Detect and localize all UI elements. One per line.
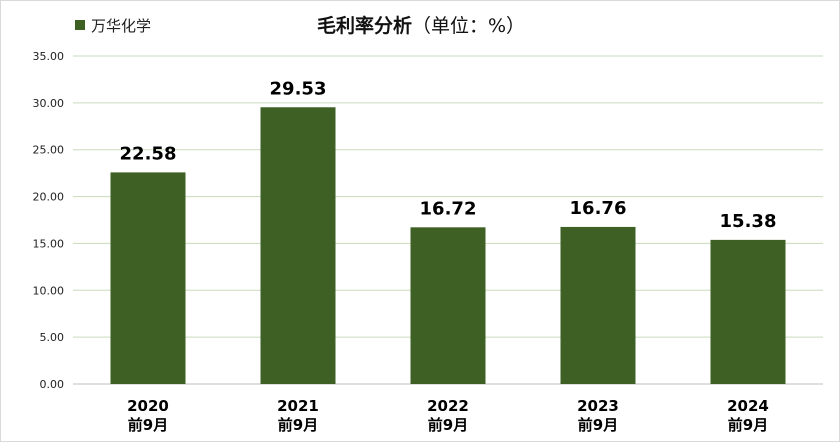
data-label: 16.76 — [570, 198, 627, 219]
y-tick-label: 30.00 — [33, 97, 65, 110]
y-tick-label: 5.00 — [40, 331, 65, 344]
chart-title-main: 毛利率分析 — [316, 15, 412, 37]
y-tick-label: 35.00 — [33, 50, 65, 63]
bar — [410, 227, 486, 384]
data-label: 22.58 — [120, 143, 177, 164]
x-tick-label-year: 2024 — [727, 397, 769, 415]
bar — [110, 172, 186, 384]
x-tick-label-year: 2023 — [577, 397, 619, 415]
bar — [710, 239, 786, 384]
data-label: 29.53 — [270, 78, 327, 99]
x-tick-label-period: 前9月 — [578, 416, 618, 434]
x-tick-label-year: 2021 — [277, 397, 319, 415]
y-tick-label: 0.00 — [40, 378, 65, 391]
x-tick-label-year: 2022 — [427, 397, 469, 415]
x-tick-label-period: 前9月 — [128, 416, 168, 434]
legend-label: 万华化学 — [91, 16, 152, 35]
y-tick-label: 15.00 — [33, 237, 65, 250]
y-tick-label: 20.00 — [33, 191, 65, 204]
x-tick-label-period: 前9月 — [278, 416, 318, 434]
legend-swatch — [75, 20, 85, 30]
y-tick-label: 25.00 — [33, 144, 65, 157]
data-label: 16.72 — [420, 198, 477, 219]
bar — [560, 226, 636, 384]
x-tick-label-period: 前9月 — [428, 416, 468, 434]
x-tick-label-period: 前9月 — [728, 416, 768, 434]
y-tick-label: 10.00 — [33, 284, 65, 297]
x-tick-label-year: 2020 — [127, 397, 169, 415]
legend: 万华化学 — [75, 15, 151, 35]
chart-title-unit: （单位：%） — [411, 15, 526, 37]
data-label: 15.38 — [720, 211, 777, 232]
bar — [260, 107, 336, 384]
chart-title: 毛利率分析（单位：%） — [1, 11, 840, 38]
